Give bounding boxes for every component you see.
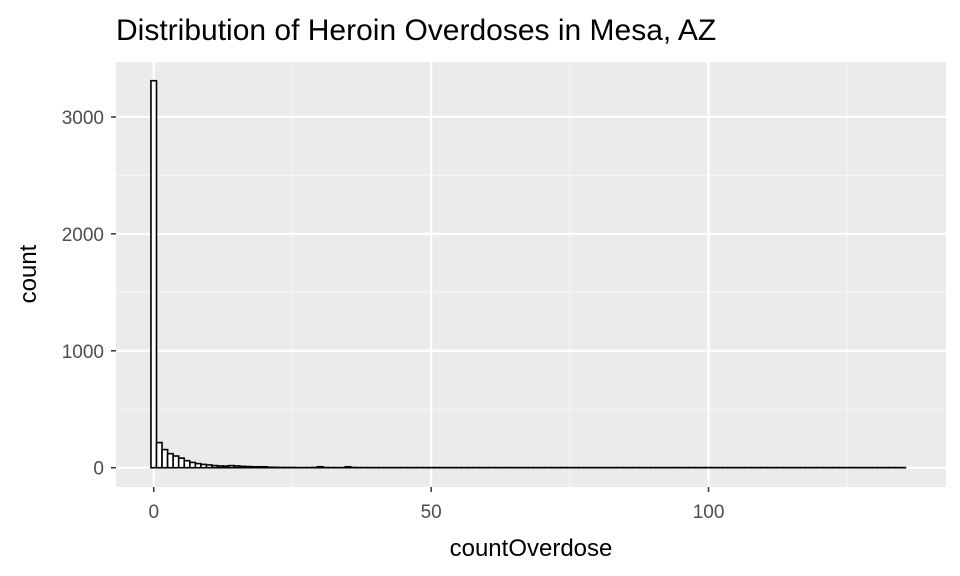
y-tick-label-3: 3000 — [62, 108, 104, 129]
histogram-bar-0 — [150, 79, 158, 469]
histogram-bar-20 — [261, 465, 269, 469]
plot-panel — [116, 62, 946, 487]
histogram-bar-35 — [344, 465, 352, 469]
x-tick-label-1: 50 — [421, 502, 442, 523]
y-axis-ticks: 0 1000 2000 3000 — [62, 108, 116, 480]
histogram-bar-8 — [194, 462, 202, 469]
y-tick-label-0: 0 — [93, 459, 104, 480]
histogram-bar-19 — [255, 465, 263, 469]
histogram-bar-15 — [233, 465, 241, 469]
histogram-bar-6 — [183, 459, 191, 469]
histogram-bar-16 — [238, 465, 247, 469]
x-tick-label-0: 0 — [148, 502, 159, 523]
minor-gridlines — [116, 62, 946, 487]
histogram-bars — [150, 79, 907, 469]
x-tick-label-2: 100 — [693, 502, 725, 523]
x-axis-ticks: 0 50 100 — [148, 487, 724, 523]
y-axis-title: count — [15, 244, 42, 303]
histogram-bar-2 — [161, 448, 169, 469]
histogram-bar-9 — [200, 463, 208, 469]
histogram-bar-17 — [244, 465, 252, 469]
histogram-bar-14 — [227, 464, 235, 469]
histogram-bar-30 — [316, 465, 324, 469]
y-tick-label-2: 2000 — [62, 225, 104, 246]
histogram-bar-4 — [172, 455, 180, 469]
histogram-bar-13 — [222, 465, 230, 469]
y-tick-label-1: 1000 — [62, 342, 104, 363]
histogram-bar-1 — [155, 441, 163, 469]
histogram-bar-11 — [211, 464, 219, 469]
chart-title: Distribution of Heroin Overdoses in Mesa… — [116, 14, 716, 47]
histogram-bar-10 — [205, 464, 213, 469]
histogram-bar-3 — [166, 452, 174, 469]
x-axis-title: countOverdose — [450, 535, 613, 562]
histogram-bar-7 — [188, 461, 197, 469]
histogram-bar-5 — [177, 457, 186, 469]
histogram-bar-18 — [250, 465, 258, 469]
histogram-bar-12 — [216, 465, 224, 469]
